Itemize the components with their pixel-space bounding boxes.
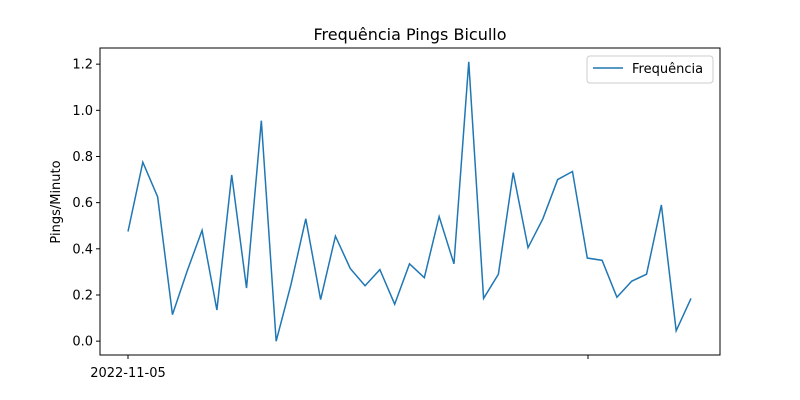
y-axis: 0.0 0.2 0.4 0.6 0.8 1.0 1.2 xyxy=(72,58,100,350)
legend: Frequência xyxy=(586,55,714,84)
chart-title: Frequência Pings Bicullo xyxy=(313,25,506,44)
y-tick-label: 0.6 xyxy=(72,196,93,211)
y-axis-label: Pings/Minuto xyxy=(49,160,64,243)
series-points xyxy=(127,61,692,342)
plot-frame xyxy=(99,47,721,356)
y-tick-label: 1.0 xyxy=(72,104,93,119)
y-tick-label: 1.2 xyxy=(72,58,93,73)
y-tick-label: 0.4 xyxy=(72,242,93,257)
legend-label: Frequência xyxy=(632,62,703,77)
y-tick-label: 0.8 xyxy=(72,150,93,165)
y-tick-label: 0.0 xyxy=(72,335,93,350)
x-axis: 2022-11-05 xyxy=(90,355,589,381)
legend-box xyxy=(586,55,714,84)
y-tick-label: 0.2 xyxy=(72,288,93,303)
series-line-frequencia xyxy=(127,61,692,342)
x-tick-label: 2022-11-05 xyxy=(90,366,166,381)
